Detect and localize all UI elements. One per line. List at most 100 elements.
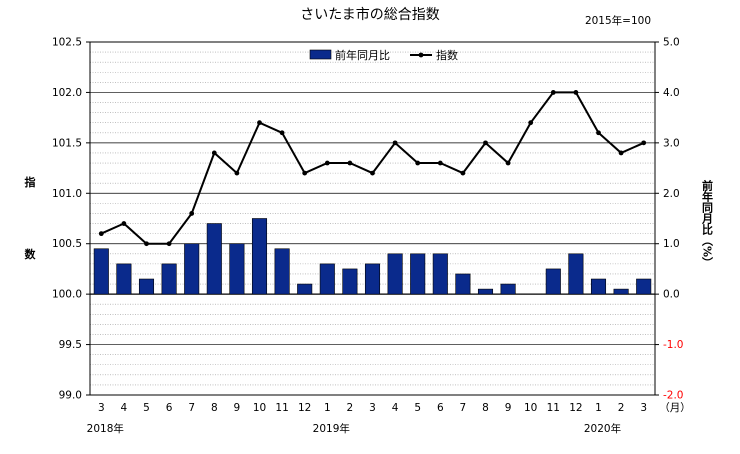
left-tick-label: 99.5 — [59, 339, 82, 351]
right-tick-label: 3.0 — [663, 137, 680, 149]
right-axis-label: 前年同月比（%） — [701, 179, 715, 268]
left-tick-label: 102.0 — [52, 87, 82, 99]
base-note: 2015年=100 — [585, 14, 651, 27]
x-unit-label: （月） — [659, 402, 691, 414]
chart-title: さいたま市の総合指数 — [300, 6, 440, 23]
bar-yoy — [590, 278, 607, 295]
x-tick-label: 3 — [369, 402, 376, 414]
x-tick-label: 3 — [98, 402, 105, 414]
x-tick-label: 12 — [569, 402, 582, 414]
index-point — [483, 140, 488, 146]
index-point — [505, 160, 511, 166]
index-point — [98, 231, 104, 237]
index-point — [641, 140, 647, 146]
index-point — [211, 150, 217, 156]
index-point — [257, 120, 262, 126]
x-tick-label: 8 — [211, 402, 218, 414]
plot-frame — [89, 41, 656, 396]
x-tick-label: 11 — [275, 402, 288, 414]
bar-yoy — [274, 248, 290, 295]
left-tick-label: 101.5 — [52, 137, 82, 149]
x-tick-label: 4 — [121, 402, 128, 414]
index-point — [596, 130, 601, 136]
index-point — [144, 241, 149, 247]
right-tick-label: 0.0 — [663, 289, 680, 301]
index-point — [460, 170, 466, 176]
right-axis-label-text: 前年同月比（%） — [701, 179, 715, 268]
x-tick-label: 1 — [324, 402, 331, 414]
bar-yoy — [184, 243, 200, 295]
plot-area: 99.099.5100.0100.5101.0101.5102.0102.5-2… — [52, 37, 691, 436]
index-point — [528, 120, 534, 126]
index-point — [550, 90, 556, 95]
x-tick-label: 10 — [524, 402, 537, 414]
bar-yoy — [297, 283, 313, 295]
index-point — [573, 90, 579, 95]
left-axis-label-char: 指 — [25, 175, 36, 189]
bar-yoy — [116, 263, 132, 295]
index-point — [189, 211, 195, 216]
index-point — [166, 241, 172, 247]
x-tick-label: 2 — [347, 402, 354, 414]
right-tick-label: -2.0 — [663, 390, 684, 402]
index-point — [302, 170, 308, 176]
right-tick-label: 1.0 — [663, 238, 680, 250]
bar-yoy — [206, 223, 222, 295]
bar-yoy — [432, 253, 448, 295]
bar-yoy — [364, 263, 381, 295]
x-tick-label: 5 — [414, 402, 421, 414]
left-tick-label: 99.0 — [59, 390, 82, 402]
bar-yoy — [93, 248, 109, 295]
x-tick-label: 9 — [234, 402, 241, 414]
bar-yoy — [251, 218, 268, 295]
legend-line-label: 指数 — [436, 48, 458, 62]
bar-yoy — [229, 243, 245, 295]
year-label: 2020年 — [584, 422, 621, 435]
x-tick-label: 3 — [640, 402, 647, 414]
x-tick-label: 7 — [188, 402, 195, 414]
bar-yoy — [342, 268, 358, 295]
bar-yoy — [319, 263, 335, 295]
x-tick-label: 11 — [547, 402, 560, 414]
right-tick-label: 2.0 — [663, 188, 680, 200]
bar-yoy — [613, 288, 629, 295]
right-tick-label: 5.0 — [663, 37, 680, 49]
legend-line-marker — [418, 52, 424, 58]
left-tick-label: 101.0 — [52, 188, 82, 200]
index-point — [234, 170, 240, 176]
bar-yoy — [161, 263, 177, 295]
legend: 前年同月比 指数 — [309, 48, 458, 62]
x-tick-label: 8 — [482, 402, 489, 414]
index-point — [347, 160, 353, 166]
year-label: 2019年 — [313, 422, 350, 435]
left-axis-label-char: 数 — [25, 247, 37, 261]
x-tick-label: 2 — [618, 402, 625, 414]
index-point — [324, 160, 330, 166]
bar-yoy — [636, 278, 652, 295]
bar-yoy — [455, 273, 471, 295]
index-point — [415, 160, 421, 166]
index-point — [618, 150, 624, 156]
legend-bar-swatch — [309, 49, 332, 60]
left-axis-label: 指数 — [25, 175, 37, 261]
x-tick-label: 7 — [460, 402, 467, 414]
left-tick-label: 100.5 — [52, 238, 82, 250]
right-tick-label: 4.0 — [663, 87, 680, 99]
x-tick-label: 10 — [253, 402, 266, 414]
bar-yoy — [477, 288, 494, 295]
x-tick-label: 12 — [298, 402, 311, 414]
x-tick-label: 9 — [505, 402, 512, 414]
bar-yoy — [138, 278, 155, 295]
index-point — [121, 221, 127, 226]
index-point — [279, 130, 285, 136]
index-line — [100, 91, 645, 245]
bar-yoy — [387, 253, 403, 295]
x-tick-label: 6 — [166, 402, 173, 414]
left-tick-label: 102.5 — [52, 37, 82, 49]
x-tick-label: 6 — [437, 402, 444, 414]
year-label: 2018年 — [87, 422, 124, 435]
legend-bar-label: 前年同月比 — [335, 48, 390, 62]
x-tick-label: 4 — [392, 402, 399, 414]
